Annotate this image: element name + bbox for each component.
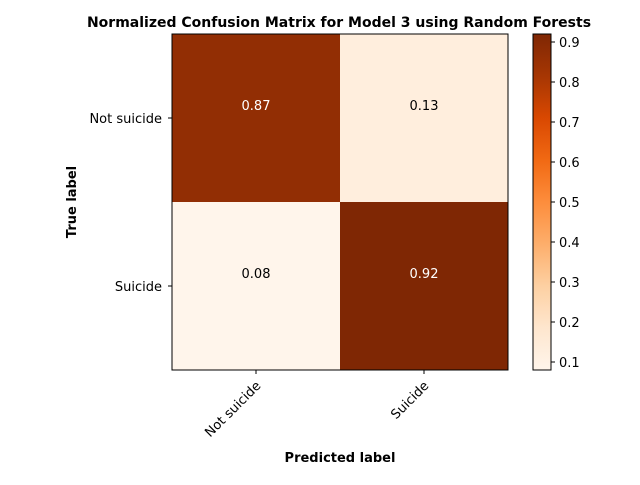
colorbar-tick-label: 0.3 [559, 276, 580, 291]
x-axis-ticks: Not suicide Suicide [202, 370, 432, 441]
y-tick-label: Suicide [115, 280, 162, 295]
colorbar-tick-label: 0.5 [559, 196, 580, 211]
y-axis-ticks: Not suicide Suicide [89, 112, 172, 295]
colorbar-ticks: 0.1 0.2 0.3 0.4 0.5 0.6 0.7 0.8 0.9 [551, 36, 580, 371]
colorbar-tick-label: 0.6 [559, 156, 580, 171]
x-axis-label: Predicted label [285, 451, 396, 466]
colorbar-tick-label: 0.4 [559, 236, 580, 251]
matrix-cell [340, 34, 508, 202]
matrix-cell-labels: 0.87 0.13 0.08 0.92 [242, 99, 439, 282]
matrix-cells [172, 34, 508, 370]
y-axis-label: True label [65, 166, 80, 238]
colorbar-tick-label: 0.8 [559, 76, 580, 91]
chart-title: Normalized Confusion Matrix for Model 3 … [87, 15, 591, 31]
colorbar-tick-label: 0.1 [559, 356, 580, 371]
colorbar-tick-label: 0.7 [559, 116, 580, 131]
colorbar-tick-label: 0.2 [559, 316, 580, 331]
x-tick-label: Not suicide [202, 379, 264, 441]
matrix-cell-value: 0.08 [242, 267, 271, 282]
matrix-cell-value: 0.92 [410, 267, 439, 282]
plot-frame [171, 33, 509, 371]
matrix-cell [172, 34, 340, 202]
matrix-cell [172, 202, 340, 370]
colorbar-tick-label: 0.9 [559, 36, 580, 51]
y-tick-label: Not suicide [89, 112, 162, 127]
matrix-cell [340, 202, 508, 370]
x-tick-label: Suicide [388, 379, 432, 423]
colorbar [532, 33, 552, 371]
matrix-cell-value: 0.87 [242, 99, 271, 114]
matrix-cell-value: 0.13 [410, 99, 439, 114]
